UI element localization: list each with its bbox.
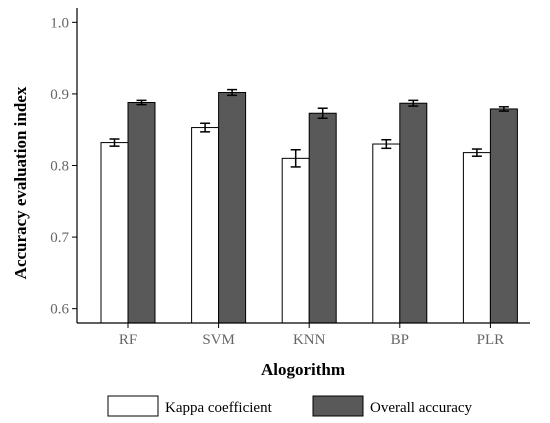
error-bar [408,99,419,107]
y-axis-title: Accuracy evaluation index [11,86,30,279]
x-tick-label-knn: KNN [293,332,326,348]
error-bar [227,88,238,97]
x-tick-label-bp: BP [391,332,409,348]
bar-overall-knn [308,112,337,324]
y-tick-label: 0.7 [50,230,69,246]
legend-swatch-kappa [107,395,159,417]
error-bar [381,138,392,150]
x-tick-label-plr: PLR [477,332,505,348]
legend-label-overall: Overall accuracy [370,400,473,416]
error-bar [471,148,482,157]
y-tick-label: 1.0 [50,15,69,31]
bar-kappa-plr [462,152,491,324]
error-bar [290,149,301,168]
y-tick-label: 0.6 [50,302,69,318]
bars [100,88,518,324]
legend-swatch-overall [312,395,364,417]
error-bar [109,138,120,147]
x-axis-title: Alogorithm [261,360,345,379]
x-tick-label-svm: SVM [202,332,235,348]
bar-kappa-rf [100,142,129,324]
x-ticks: RF SVM KNN BP PLR [119,323,504,348]
error-bar [200,122,211,133]
bar-kappa-knn [281,157,310,324]
bar-overall-svm [218,91,247,324]
bar-overall-rf [127,102,156,324]
x-tick-label-rf: RF [119,332,137,348]
legend-label-kappa: Kappa coefficient [165,400,273,416]
bar-overall-plr [489,108,518,324]
bar-overall-bp [399,102,428,324]
error-bar [498,106,509,112]
y-tick-label: 0.8 [50,159,69,175]
bar-kappa-bp [372,143,401,324]
y-tick-label: 0.9 [50,87,69,103]
bar-kappa-svm [191,127,220,324]
error-bar [136,99,147,106]
y-ticks: 0.6 0.7 0.8 0.9 1.0 [50,15,77,318]
error-bar [317,107,328,119]
legend: Kappa coefficient Overall accuracy [107,395,473,417]
